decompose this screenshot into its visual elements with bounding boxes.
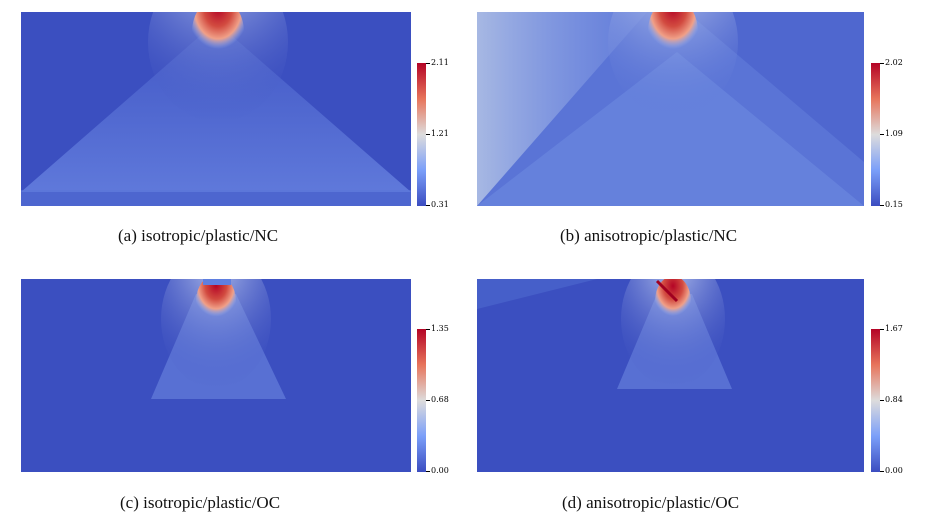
- colorbar-a-mid: 1.21: [431, 129, 449, 138]
- colorbar-d-min: 0.00: [885, 466, 903, 475]
- colorbar-b-mid: 1.09: [885, 129, 903, 138]
- contour-plot-c: [21, 279, 411, 472]
- colorbar-d-max: 1.67: [885, 324, 903, 333]
- colorbar-a-min: 0.31: [431, 200, 449, 209]
- colorbar-b: [871, 63, 884, 206]
- colorbar-d-mid: 0.84: [885, 395, 903, 404]
- colorbar-b-min: 0.15: [885, 200, 903, 209]
- contour-plot-d: [477, 279, 864, 472]
- contour-plot-b: [477, 12, 864, 206]
- caption-d: (d) anisotropic/plastic/OC: [562, 493, 740, 512]
- colorbar-c: [417, 329, 430, 472]
- colorbar-c-min: 0.00: [431, 466, 449, 475]
- contour-plot-a: [21, 12, 411, 206]
- colorbar-a: [417, 63, 430, 206]
- caption-c: (c) isotropic/plastic/OC: [120, 493, 281, 512]
- colorbar-c-mid: 0.68: [431, 395, 449, 404]
- colorbar-c-max: 1.35: [431, 324, 449, 333]
- caption-b: (b) anisotropic/plastic/NC: [560, 226, 738, 245]
- caption-a: (a) isotropic/plastic/NC: [118, 226, 279, 245]
- colorbar-a-max: 2.11: [431, 58, 449, 67]
- colorbar-d: [871, 329, 884, 472]
- colorbar-b-max: 2.02: [885, 58, 903, 67]
